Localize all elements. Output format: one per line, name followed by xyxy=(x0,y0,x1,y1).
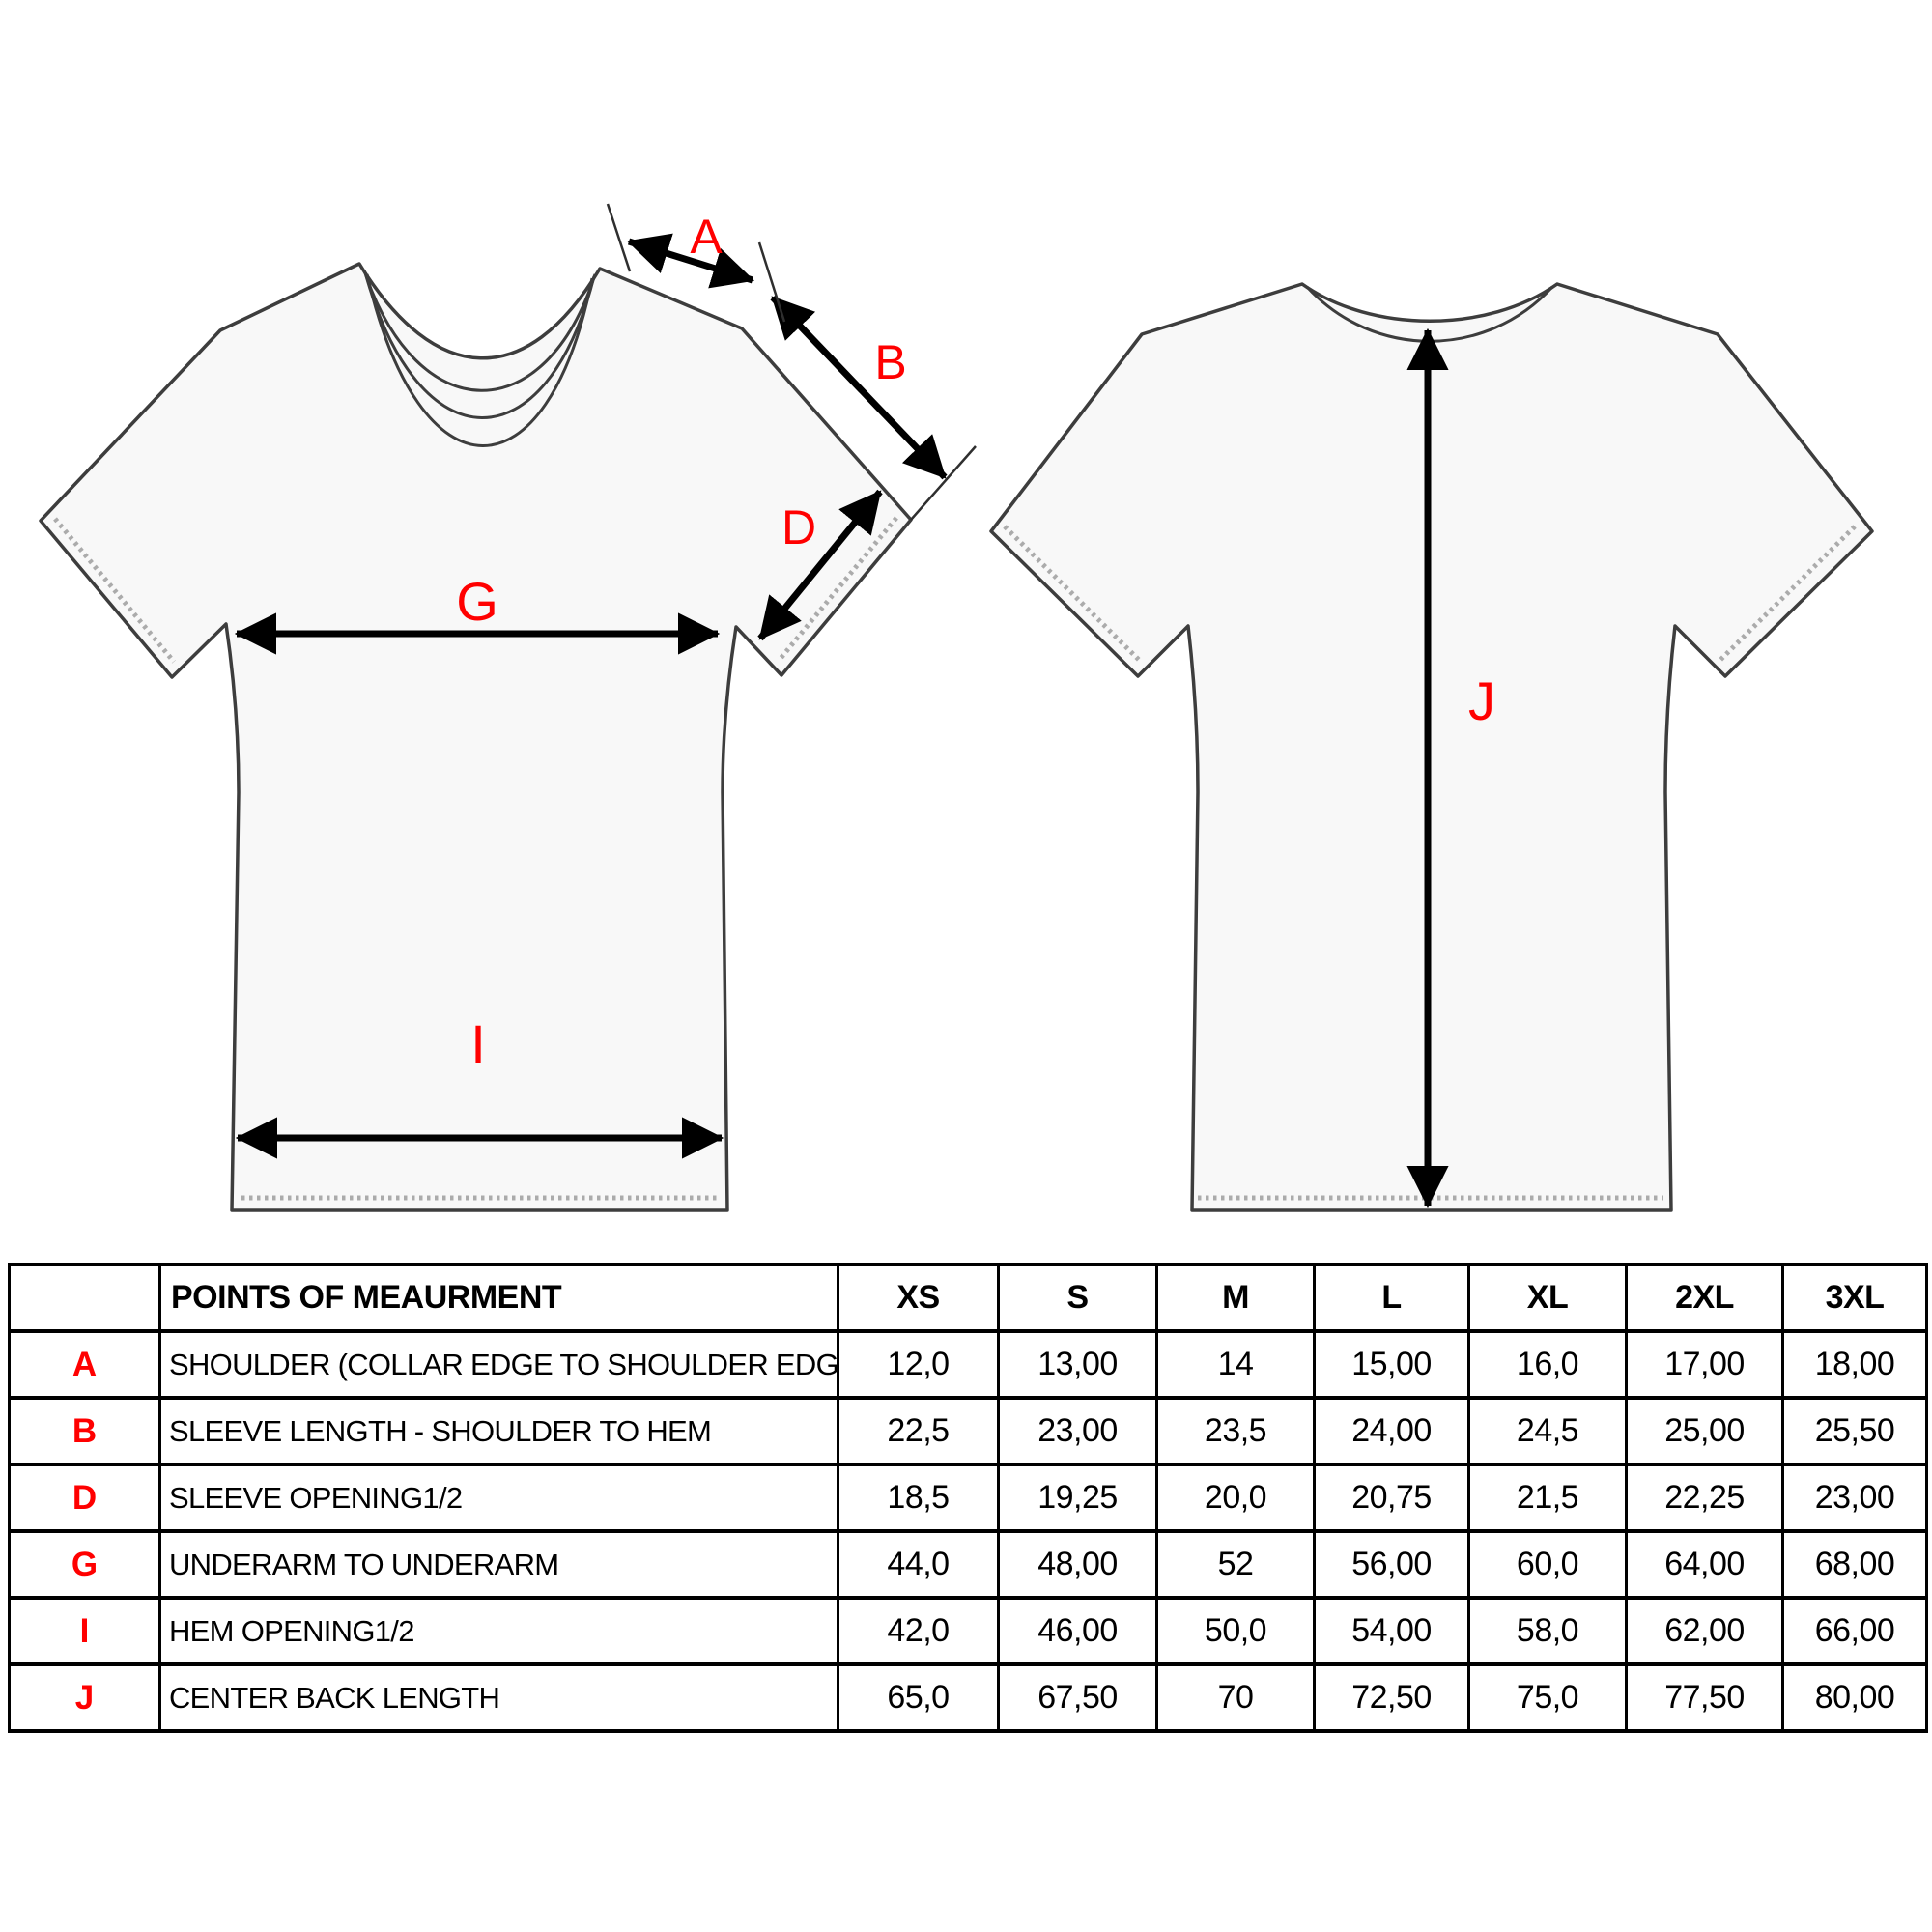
measurement-diagram: A B D G I J xyxy=(39,203,1874,1212)
size-header: S xyxy=(997,1263,1158,1333)
measurement-value: 15,00 xyxy=(1313,1329,1470,1400)
measurement-value: 48,00 xyxy=(997,1529,1158,1600)
size-chart-table: POINTS OF MEAURMENT XS S M L XL 2XL 3XL A SHOULD… xyxy=(8,1263,1928,1733)
measurement-letter: J xyxy=(8,1662,161,1733)
measurement-value: 20,75 xyxy=(1313,1463,1470,1533)
measurement-value: 21,5 xyxy=(1467,1463,1628,1533)
measurement-value: 20,0 xyxy=(1155,1463,1316,1533)
measurement-point: HEM OPENING1/2 xyxy=(158,1596,839,1666)
measurement-value: 46,00 xyxy=(997,1596,1158,1666)
measure-arrow-b xyxy=(770,295,948,480)
back-shirt-outline xyxy=(989,282,1874,1212)
dimension-lines xyxy=(234,233,1449,1208)
size-header: XS xyxy=(837,1263,1000,1333)
table-row: A SHOULDER (COLLAR EDGE TO SHOULDER EDGE)… xyxy=(8,1329,1928,1400)
measurement-value: 24,00 xyxy=(1313,1396,1470,1466)
measurement-point: SHOULDER (COLLAR EDGE TO SHOULDER EDGE) xyxy=(158,1329,839,1400)
tshirt-back-view xyxy=(989,282,1874,1212)
measurement-value: 19,25 xyxy=(997,1463,1158,1533)
measurement-letter: G xyxy=(8,1529,161,1600)
measurement-point: SLEEVE LENGTH - SHOULDER TO HEM xyxy=(158,1396,839,1466)
tick-collar-edge xyxy=(606,203,632,272)
measurement-point: SLEEVE OPENING1/2 xyxy=(158,1463,839,1533)
size-header: 3XL xyxy=(1781,1263,1928,1333)
measurement-value: 23,00 xyxy=(1781,1463,1928,1533)
measurement-value: 23,5 xyxy=(1155,1396,1316,1466)
measurement-value: 68,00 xyxy=(1781,1529,1928,1600)
front-collar-rib-line-2 xyxy=(363,271,596,419)
table-row: G UNDERARM TO UNDERARM 44,0 48,00 52 56,00 60,… xyxy=(8,1529,1928,1600)
measurement-letter: I xyxy=(8,1596,161,1666)
label-hem-opening-i: I xyxy=(470,1013,486,1074)
measurement-value: 12,0 xyxy=(837,1329,1000,1400)
tick-sleeve-hem-extension xyxy=(910,445,977,521)
measurement-value: 44,0 xyxy=(837,1529,1000,1600)
measurement-value: 62,00 xyxy=(1625,1596,1784,1666)
label-underarm-g: G xyxy=(456,571,498,632)
measurement-letter: B xyxy=(8,1396,161,1466)
measurement-value: 52 xyxy=(1155,1529,1316,1600)
header-row: POINTS OF MEAURMENT XS S M L XL 2XL 3XL xyxy=(8,1263,1928,1333)
measurement-value: 22,5 xyxy=(837,1396,1000,1466)
measurement-value: 67,50 xyxy=(997,1662,1158,1733)
table-row: B SLEEVE LENGTH - SHOULDER TO HEM 22,5 23,0… xyxy=(8,1396,1928,1466)
measurement-value: 13,00 xyxy=(997,1329,1158,1400)
measurement-point: UNDERARM TO UNDERARM xyxy=(158,1529,839,1600)
measurement-value: 70 xyxy=(1155,1662,1316,1733)
measurement-value: 72,50 xyxy=(1313,1662,1470,1733)
size-chart-body: A SHOULDER (COLLAR EDGE TO SHOULDER EDGE)… xyxy=(8,1329,1928,1733)
measurement-value: 80,00 xyxy=(1781,1662,1928,1733)
label-shoulder-a: A xyxy=(690,210,723,264)
measurement-value: 24,5 xyxy=(1467,1396,1628,1466)
extension-ticks xyxy=(606,203,977,521)
size-chart-header: POINTS OF MEAURMENT XS S M L XL 2XL 3XL xyxy=(8,1263,1928,1333)
measurement-value: 56,00 xyxy=(1313,1529,1470,1600)
front-left-sleeve-stitch xyxy=(53,517,176,664)
size-header: M xyxy=(1155,1263,1316,1333)
measurement-value: 25,50 xyxy=(1781,1396,1928,1466)
measurement-letter: A xyxy=(8,1329,161,1400)
measurement-value: 23,00 xyxy=(997,1396,1158,1466)
measurement-value: 16,0 xyxy=(1467,1329,1628,1400)
measurement-value: 42,0 xyxy=(837,1596,1000,1666)
measurement-value: 65,0 xyxy=(837,1662,1000,1733)
tick-shoulder-edge xyxy=(757,242,786,323)
points-of-measurement-header: POINTS OF MEAURMENT xyxy=(158,1263,839,1333)
tshirt-front-view xyxy=(39,262,913,1212)
measurement-value: 14 xyxy=(1155,1329,1316,1400)
measurement-value: 18,5 xyxy=(837,1463,1000,1533)
measurement-value: 17,00 xyxy=(1625,1329,1784,1400)
measure-arrow-d xyxy=(757,489,883,641)
measurement-value: 64,00 xyxy=(1625,1529,1784,1600)
label-sleeve-opening-d: D xyxy=(781,500,816,554)
size-header: XL xyxy=(1467,1263,1628,1333)
measure-arrow-a xyxy=(626,233,755,289)
front-collar-inner-edge xyxy=(365,273,594,447)
table-row: J CENTER BACK LENGTH 65,0 67,50 70 72,50 75,0 7… xyxy=(8,1662,1928,1733)
label-center-back-j: J xyxy=(1468,670,1495,731)
measurement-value: 54,00 xyxy=(1313,1596,1470,1666)
measurement-letter: D xyxy=(8,1463,161,1533)
measurement-value: 66,00 xyxy=(1781,1596,1928,1666)
measurement-value: 18,00 xyxy=(1781,1329,1928,1400)
table-row: I HEM OPENING1/2 42,0 46,00 50,0 54,00 58,0 62,… xyxy=(8,1596,1928,1666)
corner-cell xyxy=(8,1263,161,1333)
measurement-value: 75,0 xyxy=(1467,1662,1628,1733)
back-left-sleeve-stitch xyxy=(1003,525,1142,663)
measurement-value: 25,00 xyxy=(1625,1396,1784,1466)
back-right-sleeve-stitch xyxy=(1718,525,1857,663)
front-collar-rib-line-1 xyxy=(362,270,597,392)
measurement-value: 60,0 xyxy=(1467,1529,1628,1600)
front-shirt-outline xyxy=(39,262,913,1212)
measurement-value: 50,0 xyxy=(1155,1596,1316,1666)
size-header: 2XL xyxy=(1625,1263,1784,1333)
size-header: L xyxy=(1313,1263,1470,1333)
measurement-value: 58,0 xyxy=(1467,1596,1628,1666)
measurement-value: 22,25 xyxy=(1625,1463,1784,1533)
measurement-value: 77,50 xyxy=(1625,1662,1784,1733)
label-sleeve-length-b: B xyxy=(874,335,906,389)
measurement-point: CENTER BACK LENGTH xyxy=(158,1662,839,1733)
table-row: D SLEEVE OPENING1/2 18,5 19,25 20,0 20,75 21,5… xyxy=(8,1463,1928,1533)
